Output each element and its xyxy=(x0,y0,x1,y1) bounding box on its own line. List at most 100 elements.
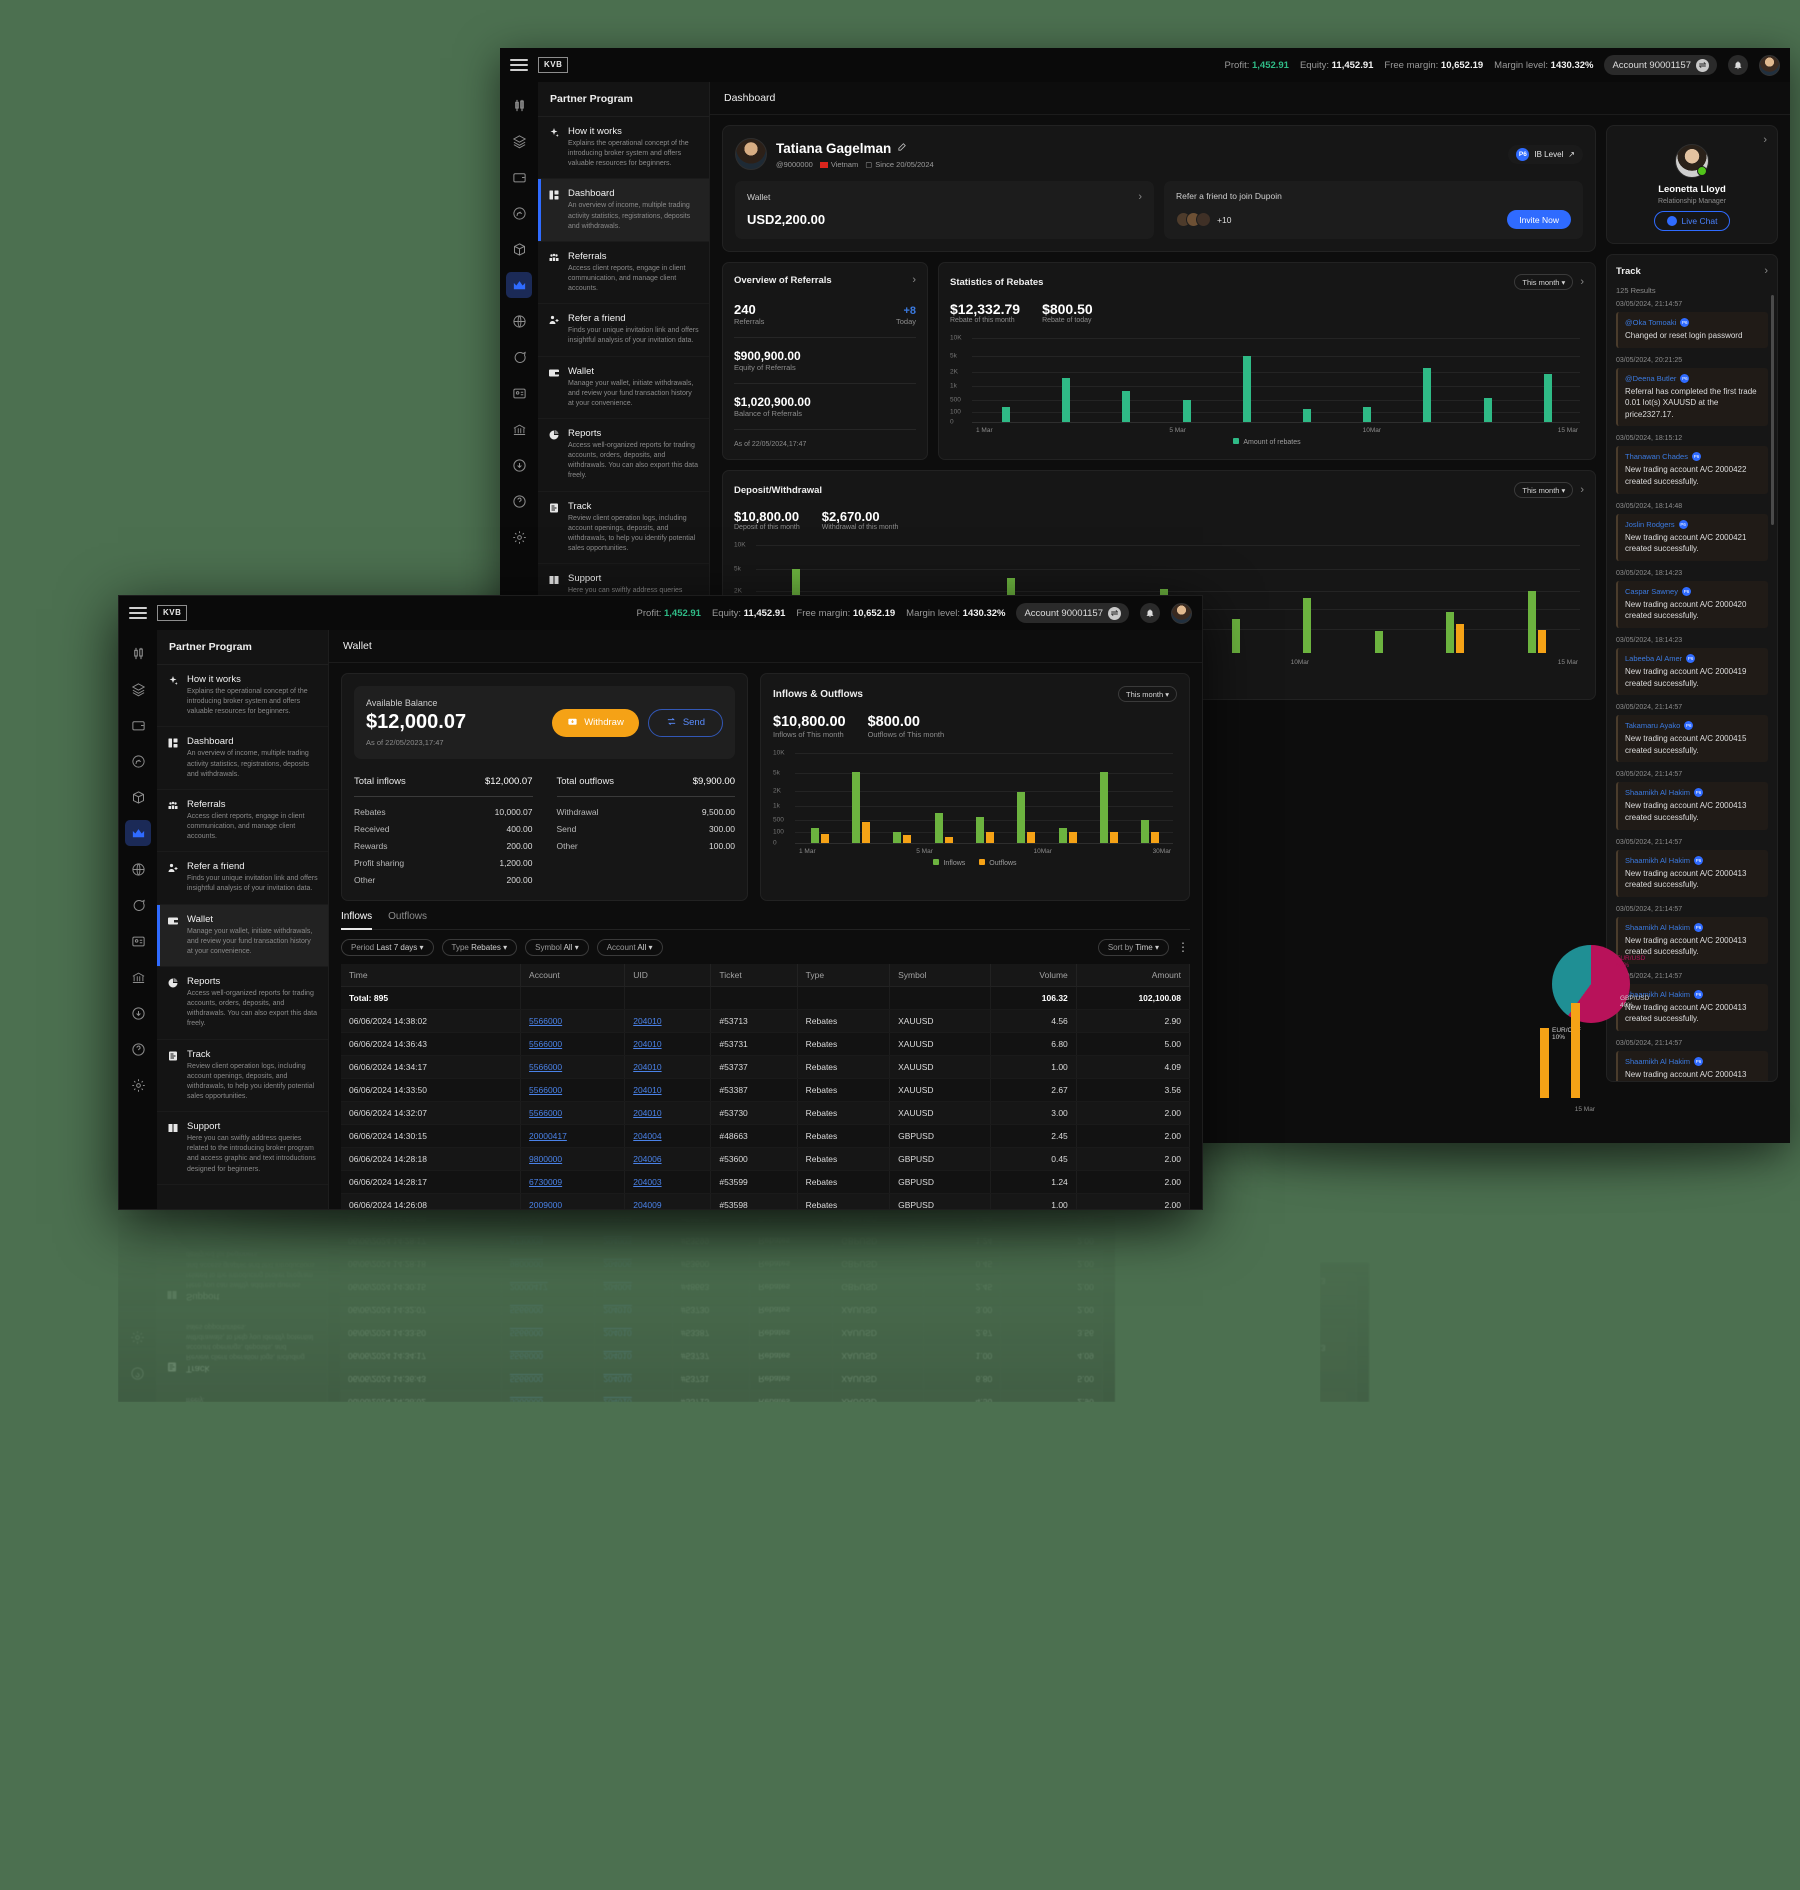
cell-uid[interactable]: 204010 xyxy=(624,1078,712,1102)
filter-symbol[interactable]: Symbol All ▾ xyxy=(525,939,589,956)
chevron-right-icon[interactable]: › xyxy=(912,274,916,286)
cell-uid-link[interactable]: 204010 xyxy=(633,1039,662,1049)
deposit-withdrawal-period-select[interactable]: This month ▾ xyxy=(1514,482,1574,498)
send-button[interactable]: Send xyxy=(647,708,723,737)
crown-icon[interactable] xyxy=(125,820,151,846)
sidebar-item-track[interactable]: Track Review client operation logs, incl… xyxy=(156,1310,327,1384)
live-chat-button[interactable]: Live Chat xyxy=(1653,211,1731,231)
cell-uid-link[interactable]: 204006 xyxy=(603,1259,632,1269)
cell-account[interactable]: 5566000 xyxy=(501,1367,595,1391)
withdraw-button[interactable]: Withdraw xyxy=(552,708,639,737)
cell-account-link[interactable]: 5566000 xyxy=(529,1085,563,1095)
user-avatar[interactable] xyxy=(1171,602,1192,624)
table-row[interactable]: 06/06/2024 14:38:02 5566000 204010 #53713 Re… xyxy=(341,1009,1191,1033)
cell-account[interactable]: 5566000 xyxy=(501,1321,595,1345)
track-entry[interactable]: @Deena Butler P6 Referral has completed th… xyxy=(1616,367,1768,427)
cell-account[interactable]: 5566000 xyxy=(520,1078,626,1102)
cell-uid-link[interactable]: 204004 xyxy=(603,1282,632,1292)
swap-account-icon[interactable]: ⇌ xyxy=(1108,606,1121,620)
sidebar-item-reports[interactable]: Reports Access well-organized reports fo… xyxy=(157,967,328,1040)
cell-account[interactable]: 6730009 xyxy=(520,1170,626,1194)
cell-account-link[interactable]: 5566000 xyxy=(509,1351,543,1361)
sidebar-item-dashboard[interactable]: Dashboard An overview of income, multipl… xyxy=(157,727,328,790)
cell-uid[interactable]: 204009 xyxy=(624,1193,712,1209)
cell-account-link[interactable]: 5566000 xyxy=(529,1108,563,1118)
cell-account-link[interactable]: 5566000 xyxy=(509,1328,543,1338)
layers-icon[interactable] xyxy=(506,128,532,154)
sidebar-item-support[interactable]: Support Here you can swiftly address que… xyxy=(156,1238,327,1311)
table-row[interactable]: 06/06/2024 14:32:07 5566000 204010 #53730 Re… xyxy=(340,1298,1103,1322)
table-row[interactable]: 06/06/2024 14:32:07 5566000 204010 #53730 Re… xyxy=(341,1101,1191,1125)
rebates-period-select[interactable]: This month ▾ xyxy=(1514,274,1574,290)
column-header[interactable]: Account xyxy=(520,964,626,987)
sidebar-item-wallet[interactable]: Wallet Manage your wallet, initiate with… xyxy=(157,904,328,967)
sidebar-item-track[interactable]: Track Review client operation logs, incl… xyxy=(538,492,709,565)
chevron-right-icon[interactable]: › xyxy=(1763,134,1767,146)
layers-icon[interactable] xyxy=(125,676,151,702)
idcard-icon[interactable] xyxy=(125,928,151,954)
cell-account[interactable]: 20000417 xyxy=(520,1124,626,1148)
cell-uid-link[interactable]: 204010 xyxy=(603,1328,632,1338)
cell-uid-link[interactable]: 204004 xyxy=(633,1131,662,1141)
filter-type[interactable]: Type Rebates ▾ xyxy=(441,939,518,956)
column-header[interactable]: Volume xyxy=(990,964,1077,987)
help-icon[interactable] xyxy=(124,1361,150,1387)
cell-uid[interactable]: 204010 xyxy=(594,1390,673,1402)
cell-account[interactable]: 5566000 xyxy=(520,1055,626,1079)
cell-uid[interactable]: 204004 xyxy=(624,1124,712,1148)
cell-account[interactable]: 5566000 xyxy=(501,1390,595,1402)
cell-account-link[interactable]: 5566000 xyxy=(509,1374,543,1384)
table-row[interactable]: 06/06/2024 14:34:17 5566000 204010 #53737 Re… xyxy=(340,1344,1103,1368)
cell-uid[interactable]: 204003 xyxy=(594,1229,673,1253)
download-icon[interactable] xyxy=(506,452,532,478)
chat-icon[interactable] xyxy=(125,892,151,918)
sidebar-item-wallet[interactable]: Wallet Manage your wallet, initiate with… xyxy=(538,357,709,419)
table-row[interactable]: 06/06/2024 14:36:43 5566000 204010 #53731 Re… xyxy=(340,1367,1103,1391)
chevron-right-icon[interactable]: › xyxy=(1764,265,1768,277)
table-row[interactable]: 06/06/2024 14:34:17 5566000 204010 #53737 Re… xyxy=(341,1055,1191,1079)
kebab-icon[interactable]: ⋮ xyxy=(1177,939,1190,954)
cell-account-link[interactable]: 5566000 xyxy=(529,1039,563,1049)
chevron-right-icon[interactable]: › xyxy=(1580,276,1584,288)
cell-account-link[interactable]: 5566000 xyxy=(509,1397,543,1402)
table-row[interactable]: 06/06/2024 14:30:15 20000417 204004 #48663 R… xyxy=(341,1124,1191,1148)
table-row[interactable]: 06/06/2024 14:30:15 20000417 204004 #48663 R… xyxy=(340,1275,1103,1299)
column-header[interactable]: UID xyxy=(624,964,712,987)
help-icon[interactable] xyxy=(125,1036,151,1062)
cell-uid[interactable]: 204004 xyxy=(594,1275,673,1299)
cell-uid[interactable]: 204006 xyxy=(594,1252,673,1276)
cell-uid[interactable]: 204006 xyxy=(624,1147,712,1171)
ib-level-badge[interactable]: P6 IB Level ↗ xyxy=(1508,144,1583,164)
sidebar-item-refer-a-friend[interactable]: Refer a friend Finds your unique invitat… xyxy=(538,304,709,357)
swap-account-icon[interactable]: ⇌ xyxy=(1696,58,1709,72)
cell-uid[interactable]: 204010 xyxy=(624,1032,712,1056)
cell-account[interactable]: 2009000 xyxy=(520,1193,626,1209)
cell-account[interactable]: 5566000 xyxy=(520,1101,626,1125)
signal-icon[interactable] xyxy=(125,748,151,774)
invite-now-button[interactable]: Invite Now xyxy=(1507,210,1571,229)
track-scrollbar[interactable] xyxy=(1771,295,1774,525)
tab-outflows[interactable]: Outflows xyxy=(388,911,428,922)
crown-icon[interactable] xyxy=(506,272,532,298)
cell-uid-link[interactable]: 204010 xyxy=(603,1351,632,1361)
user-avatar[interactable] xyxy=(1759,54,1780,76)
account-switcher[interactable]: Account 90001157 ⇌ xyxy=(1016,603,1129,623)
box-icon[interactable] xyxy=(506,236,532,262)
tab-inflows[interactable]: Inflows xyxy=(341,911,373,930)
gear-icon[interactable] xyxy=(506,524,532,550)
cell-account[interactable]: 20000417 xyxy=(501,1275,595,1299)
cell-uid-link[interactable]: 204010 xyxy=(603,1397,632,1402)
sort-by-select[interactable]: Sort by Time ▾ xyxy=(1097,939,1169,956)
signal-icon[interactable] xyxy=(506,200,532,226)
table-row[interactable]: 06/06/2024 14:28:18 9800000 204006 #53600 Re… xyxy=(341,1147,1191,1171)
notifications-icon[interactable] xyxy=(1728,55,1748,75)
track-entry[interactable]: Labeeba Al Amer P6 New trading account A/C… xyxy=(1616,647,1768,696)
sidebar-item-refer-a-friend[interactable]: Refer a friend Finds your unique invitat… xyxy=(157,852,328,905)
bank-icon[interactable] xyxy=(506,416,532,442)
column-header[interactable]: Amount xyxy=(1076,964,1191,987)
